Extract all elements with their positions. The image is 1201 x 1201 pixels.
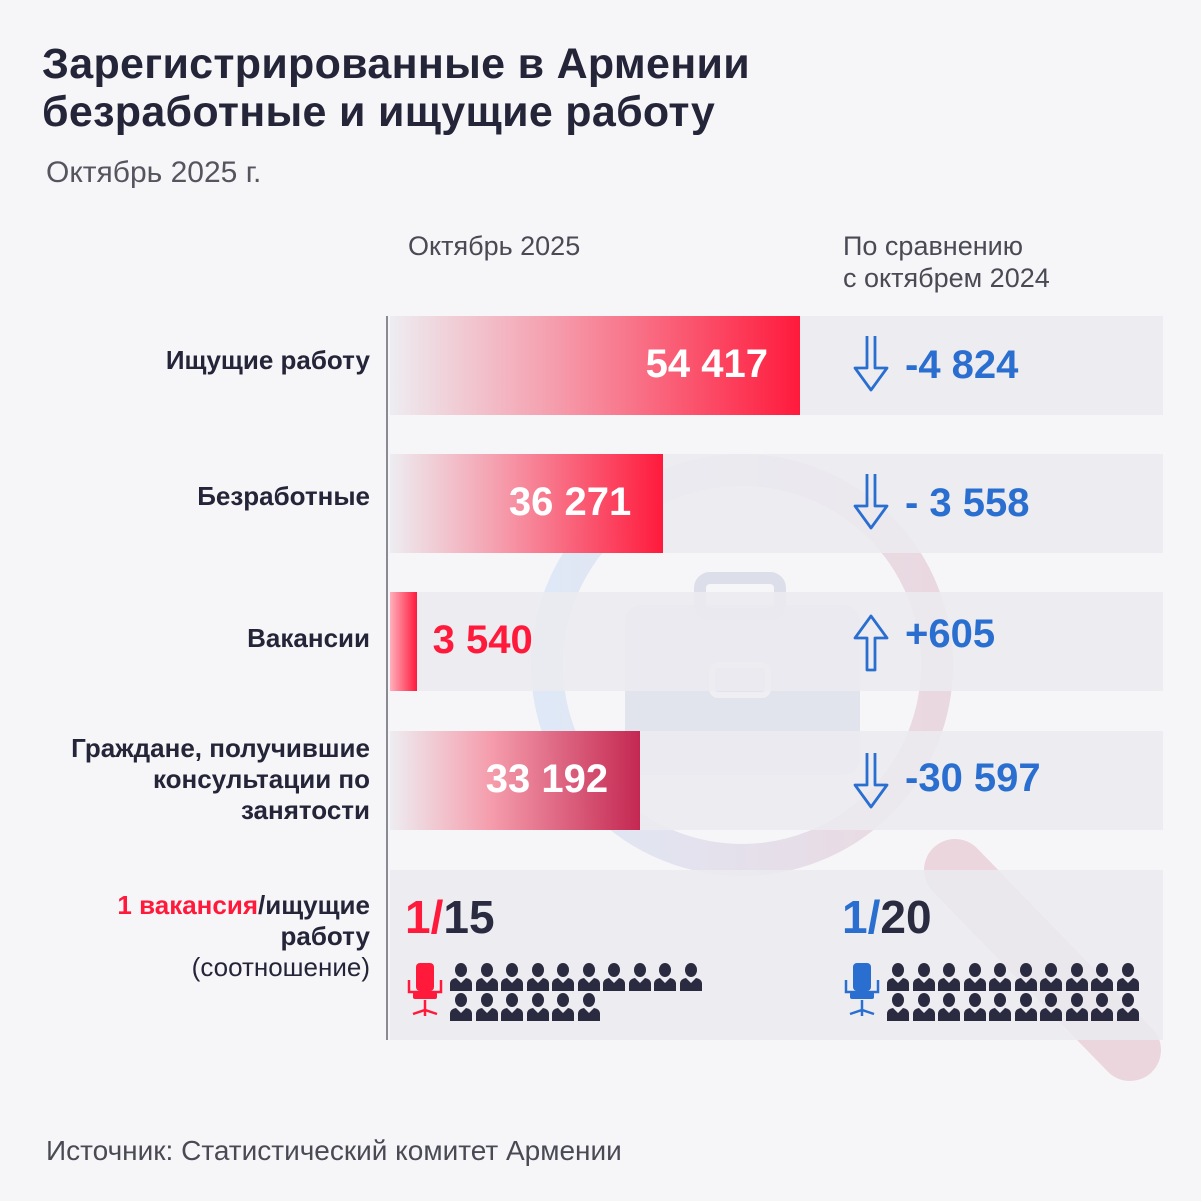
source-note: Источник: Статистический комитет Армении [46,1135,622,1166]
person-icon [1014,963,1037,991]
ratio-label-rest: /ищущие [258,890,370,920]
person-icon [501,993,523,1021]
change-value: - 3 558 [905,481,1030,525]
person-icon [1091,963,1113,991]
people-icons-previous [886,963,1141,1021]
person-icon [552,963,574,991]
row-band [390,592,1163,691]
bar [390,454,664,553]
change-value: +605 [905,612,996,656]
change-value: -30 597 [905,756,1041,800]
ratio-value: 15 [443,891,495,943]
people-icons-current [449,963,704,1021]
arrow-down-icon [853,336,889,392]
person-icon [679,963,702,991]
subtitle: Октябрь 2025 г. [46,156,262,189]
person-icon [963,993,986,1021]
ratio-label: 1 вакансия/ищущие работу (соотношение) [117,890,370,983]
arrow-down-icon [853,474,889,530]
person-icon [1065,993,1088,1021]
person-icon [450,963,472,991]
axis-line [386,316,388,1040]
value-label: 36 271 [508,480,632,524]
person-icon [912,963,935,991]
person-icon [526,963,549,991]
person-icon [552,993,574,1021]
ratio-one: 1/ [842,891,881,943]
compare-line2: с октябрем 2024 [843,263,1050,293]
office-chair-icon-red [407,963,443,1016]
person-icon [628,963,651,991]
person-icon [603,963,625,991]
category-label: Безработные [197,481,370,511]
person-icon [1065,963,1088,991]
ratio-value: 20 [880,891,932,943]
page-title: Зарегистрированные в Армении безработные… [42,40,750,136]
ratio-label-line3: (соотношение) [191,952,370,982]
person-icon [1040,963,1062,991]
person-icon [989,993,1011,1021]
bar [390,592,417,691]
ratio-previous: 1/20 [842,890,932,944]
bar [390,316,800,415]
person-icon [1116,963,1139,991]
person-icon [1040,993,1062,1021]
person-icon [938,993,960,1021]
category-label: Ищущие работу [165,345,370,375]
office-chair-icon-blue [844,963,880,1016]
value-label: 54 417 [645,342,768,386]
person-icon [938,963,960,991]
person-icon [887,993,909,1021]
ratio-label-line2: работу [280,921,370,951]
person-icon [501,963,523,991]
label-line: Граждане, получившие [71,733,370,763]
person-icon [654,963,676,991]
person-icon [989,963,1011,991]
person-icon [450,993,472,1021]
person-icon [887,963,909,991]
person-icon [1091,993,1113,1021]
bar [390,731,641,830]
category-label-multiline: Граждане, получившие консультации по зан… [71,733,370,826]
person-icon [1014,993,1037,1021]
person-icon [577,963,600,991]
value-label: 3 540 [432,618,533,662]
compare-line1: По сравнению [843,231,1023,261]
ratio-label-red: 1 вакансия [117,890,258,920]
category-label: Вакансии [247,623,370,653]
person-icon [475,993,498,1021]
column-header-current: Октябрь 2025 [408,231,581,261]
column-header-compare: По сравнению с октябрем 2024 [843,230,1050,294]
person-icon [1116,993,1139,1021]
person-icon [526,993,549,1021]
ratio-current: 1/15 [405,890,495,944]
label-line: консультации по [152,764,370,794]
arrow-up-icon [853,614,889,672]
ratio-one: 1/ [405,891,444,943]
person-icon [912,993,935,1021]
person-icon [577,993,600,1021]
value-label: 33 192 [485,757,609,801]
arrow-down-icon [853,753,889,809]
label-line: занятости [240,795,370,825]
person-icon [475,963,498,991]
change-value: -4 824 [905,343,1019,387]
person-icon [963,963,986,991]
